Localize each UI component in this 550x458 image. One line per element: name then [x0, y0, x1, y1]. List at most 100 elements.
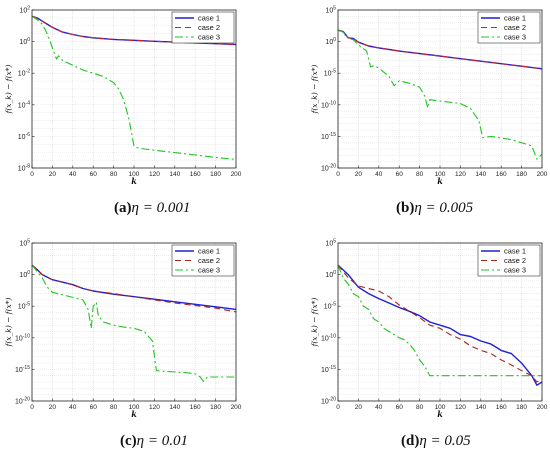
x-tick-label: 100 [129, 171, 140, 178]
legend-label-b-3: case 3 [504, 33, 526, 42]
caption-b: (b)η = 0.005 [396, 200, 473, 217]
x-tick-label: 80 [416, 404, 424, 411]
x-tick-label: 100 [129, 404, 140, 411]
y-tick-label: 10-15 [15, 365, 30, 374]
series-line-c-3 [31, 264, 236, 382]
x-tick-label: 140 [475, 171, 486, 178]
y-tick-label: 10-10 [15, 333, 30, 342]
x-tick-label: 0 [336, 404, 340, 411]
x-tick-label: 200 [231, 404, 242, 411]
x-tick-label: 20 [49, 171, 57, 178]
x-tick-label: 40 [69, 171, 77, 178]
x-tick-label: 160 [190, 404, 201, 411]
y-tick-label: 10-10 [321, 333, 336, 342]
legend-label-d-1: case 1 [504, 247, 526, 256]
y-tick-label: 10-8 [18, 164, 30, 173]
y-tick-label: 10-5 [324, 302, 336, 311]
x-tick-label: 60 [396, 171, 404, 178]
x-tick-label: 200 [537, 404, 548, 411]
y-tick-label: 10-4 [18, 100, 30, 109]
y-tick-label: 105 [325, 239, 336, 248]
chart-panel-d: 0 20 40 60 80 100 120 140 160 180 200 105 100 10-5 10-… [310, 239, 548, 420]
caption-a: (a)η = 0.001 [114, 200, 190, 217]
caption-d-text: η = 0.05 [419, 433, 471, 449]
y-tick-label: 100 [19, 270, 30, 279]
x-tick-label: 40 [69, 404, 77, 411]
caption-a-text: η = 0.001 [131, 200, 191, 216]
legend-label-a-3: case 3 [198, 33, 220, 42]
x-tick-label: 200 [231, 171, 242, 178]
x-tick-label: 20 [355, 404, 363, 411]
y-tick-label: 10-20 [321, 164, 336, 173]
caption-d-letter: (d) [401, 433, 420, 449]
y-tick-label: 10-5 [324, 69, 336, 78]
y-tick-label: 100 [325, 270, 336, 279]
x-tick-label: 20 [49, 404, 57, 411]
y-axis-label-a: f(x_k) − f(x*) [4, 65, 13, 115]
legend-box-c [171, 244, 235, 277]
caption-c-text: η = 0.01 [136, 433, 188, 449]
legend-label-c-1: case 1 [198, 247, 220, 256]
x-tick-label: 40 [375, 171, 383, 178]
caption-d: (d)η = 0.05 [401, 433, 471, 450]
y-tick-label: 102 [19, 6, 30, 15]
x-tick-label: 80 [110, 404, 118, 411]
x-tick-label: 0 [30, 404, 34, 411]
y-tick-label: 10-2 [18, 69, 30, 78]
x-tick-label: 120 [455, 404, 466, 411]
x-tick-label: 60 [90, 404, 98, 411]
y-tick-label: 105 [325, 6, 336, 15]
legend-label-a-1: case 1 [198, 14, 220, 23]
caption-c: (c)η = 0.01 [120, 433, 188, 450]
y-tick-label: 10-15 [321, 365, 336, 374]
x-axis-label-a: k [131, 176, 137, 186]
y-tick-label: 105 [19, 239, 30, 248]
x-tick-label: 140 [169, 404, 180, 411]
caption-c-letter: (c) [120, 433, 137, 449]
x-tick-label: 60 [396, 404, 404, 411]
series-line-a-3 [31, 15, 237, 160]
x-tick-label: 80 [416, 171, 424, 178]
caption-b-letter: (b) [396, 200, 415, 216]
y-tick-label: 10-5 [18, 302, 30, 311]
legend-label-b-2: case 2 [504, 23, 526, 32]
legend-label-d-2: case 2 [504, 256, 526, 265]
x-tick-label: 60 [90, 171, 98, 178]
y-tick-label: 10-15 [321, 132, 336, 141]
caption-a-letter: (a) [114, 200, 132, 216]
series-line-c-2 [31, 264, 237, 313]
x-tick-label: 180 [516, 171, 527, 178]
x-tick-label: 100 [435, 404, 446, 411]
x-tick-label: 160 [496, 171, 507, 178]
x-tick-label: 180 [210, 171, 221, 178]
x-tick-label: 40 [375, 404, 383, 411]
legend-box-d [477, 244, 541, 277]
y-tick-label: 100 [325, 37, 336, 46]
series-line-d-3 [337, 264, 542, 377]
y-axis-label-b: f(x_k) − f(x*) [310, 65, 319, 115]
x-tick-label: 140 [169, 171, 180, 178]
chart-panel-c: 0 20 40 60 80 100 120 140 160 180 200 105 100 10-5 10-… [4, 239, 242, 420]
legend-box-b [477, 11, 541, 44]
x-tick-label: 140 [475, 404, 486, 411]
x-tick-label: 180 [210, 404, 221, 411]
x-tick-label: 180 [516, 404, 527, 411]
legend-label-c-3: case 3 [198, 266, 220, 275]
chart-panel-b: 0 20 40 60 80 100 120 140 160 180 200 105 100 10-5 10-… [310, 6, 548, 187]
y-axis-label-c: f(x_k) − f(x*) [4, 298, 13, 348]
x-tick-label: 0 [336, 171, 340, 178]
x-tick-label: 160 [190, 171, 201, 178]
x-tick-label: 120 [149, 404, 160, 411]
legend-label-c-2: case 2 [198, 256, 220, 265]
y-tick-label: 10-20 [15, 397, 30, 406]
x-tick-label: 100 [435, 171, 446, 178]
y-tick-label: 100 [19, 37, 30, 46]
series-line-d-2 [337, 264, 543, 383]
y-tick-label: 10-20 [321, 397, 336, 406]
x-tick-label: 80 [110, 171, 118, 178]
